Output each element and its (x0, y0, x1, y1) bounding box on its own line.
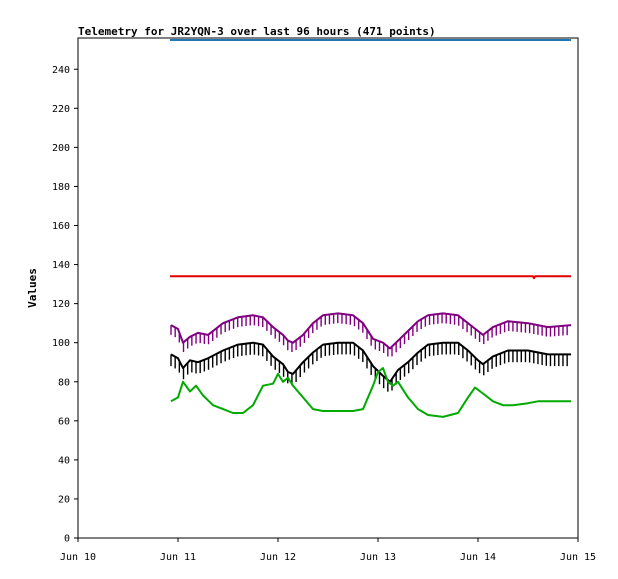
plot-frame (77, 37, 579, 539)
x-tick-label-2: Jun 12 (260, 552, 296, 563)
series-spikes-2 (170, 313, 568, 357)
y-tick-label-6: 120 (52, 299, 70, 310)
y-tick-label-4: 80 (58, 377, 70, 388)
y-tick-label-0: 0 (64, 534, 70, 545)
x-tick-label-1: Jun 11 (160, 552, 196, 563)
x-tick-label-5: Jun 15 (560, 552, 596, 563)
x-ticks: Jun 10 Jun 11 Jun 12 Jun 13 Jun 14 Jun 15 (60, 538, 596, 563)
y-tick-label-5: 100 (52, 338, 70, 349)
y-tick-label-10: 200 (52, 143, 70, 154)
chart-title: Telemetry for JR2YQN-3 over last 96 hour… (78, 25, 436, 38)
y-tick-label-1: 20 (58, 494, 70, 505)
y-ticks: 0 20 40 60 80 100 120 140 160 180 200 220 240 (52, 65, 78, 545)
y-axis-label: Values (26, 268, 39, 308)
series-line-4 (170, 367, 571, 418)
y-tick-label-12: 240 (52, 65, 70, 76)
y-tick-label-3: 60 (58, 416, 70, 427)
series-spikes-3 (170, 342, 568, 392)
series-line-3 (170, 341, 571, 383)
series-line-2 (170, 312, 572, 350)
y-tick-label-11: 220 (52, 104, 70, 115)
y-tick-label-2: 40 (58, 455, 70, 466)
x-tick-label-0: Jun 10 (60, 552, 96, 563)
y-tick-label-9: 180 (52, 182, 70, 193)
series-layer (170, 39, 572, 418)
axes-layer (77, 37, 579, 539)
x-tick-label-4: Jun 14 (460, 552, 496, 563)
x-tick-label-3: Jun 13 (360, 552, 396, 563)
y-tick-label-8: 160 (52, 221, 70, 232)
series-line-1 (170, 275, 571, 280)
y-tick-label-7: 140 (52, 260, 70, 271)
